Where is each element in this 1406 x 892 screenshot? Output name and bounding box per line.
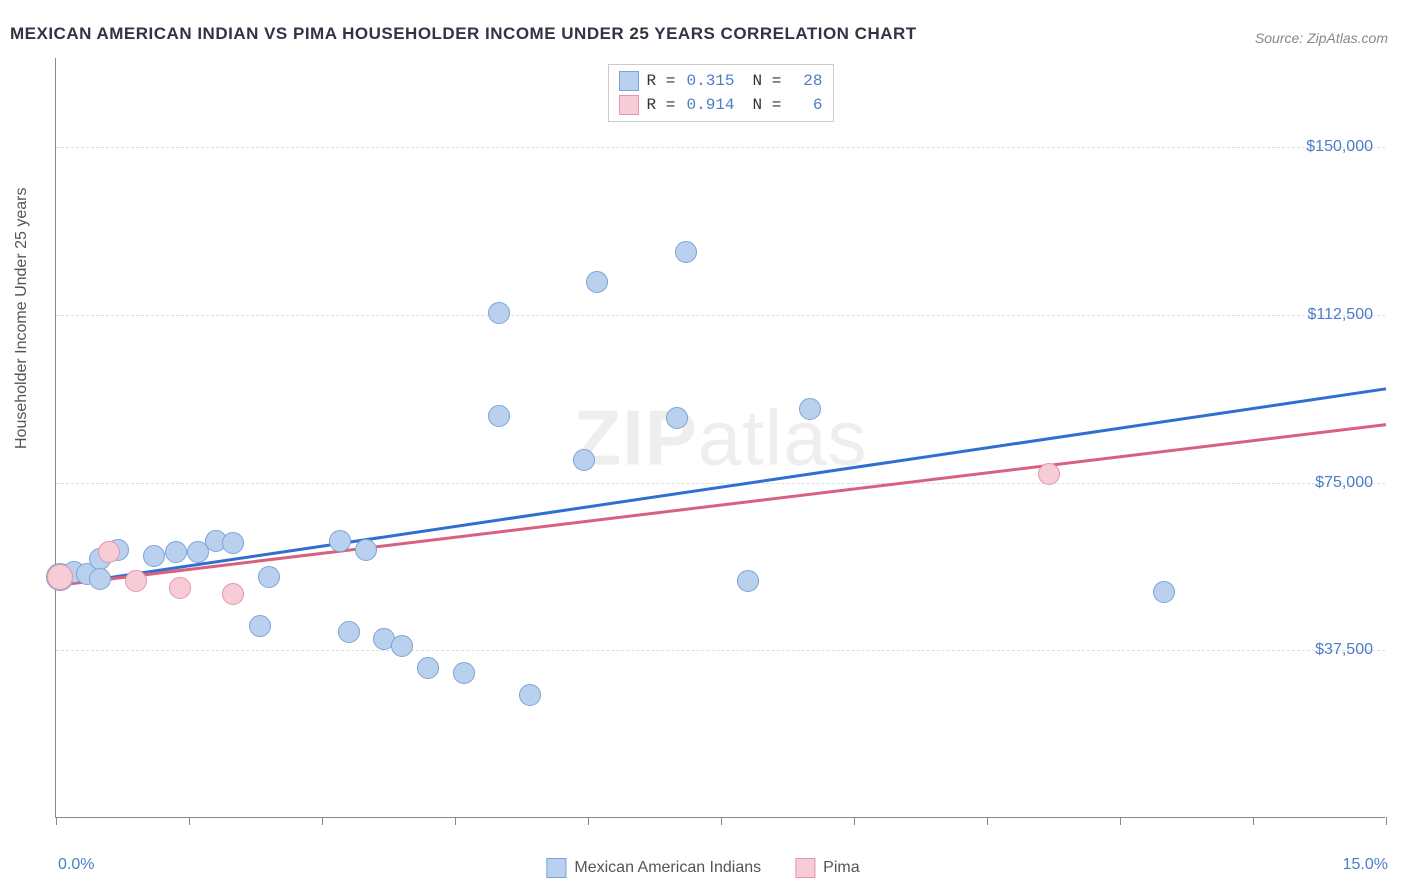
x-tick [56,817,57,825]
x-tick [189,817,190,825]
data-point [47,564,73,590]
data-point [573,449,595,471]
plot-area: ZIPatlas R = 0.315 N = 28 R = 0.914 N = … [55,58,1385,818]
data-point [222,583,244,605]
data-point [222,532,244,554]
x-tick [854,817,855,825]
x-axis-max-label: 15.0% [1343,856,1388,874]
data-point [1038,463,1060,485]
x-tick [1253,817,1254,825]
data-point [355,539,377,561]
data-point [98,541,120,563]
trend-line [56,425,1386,586]
data-point [249,615,271,637]
y-axis-label: Householder Income Under 25 years [13,188,31,449]
x-tick [721,817,722,825]
data-point [586,271,608,293]
data-point [675,241,697,263]
data-point [125,570,147,592]
data-point [338,621,360,643]
data-point [143,545,165,567]
data-point [391,635,413,657]
legend-label-0: Mexican American Indians [574,859,761,877]
data-point [488,302,510,324]
data-point [519,684,541,706]
data-point [258,566,280,588]
data-point [417,657,439,679]
data-point [1153,581,1175,603]
chart-container: MEXICAN AMERICAN INDIAN VS PIMA HOUSEHOL… [0,0,1406,892]
data-point [89,568,111,590]
x-tick [1120,817,1121,825]
data-point [165,541,187,563]
chart-source: Source: ZipAtlas.com [1255,30,1388,46]
legend-label-1: Pima [823,859,859,877]
data-point [488,405,510,427]
trend-line [56,389,1386,586]
data-point [169,577,191,599]
legend-swatch-1 [795,858,815,878]
x-tick [322,817,323,825]
x-tick [455,817,456,825]
x-tick [987,817,988,825]
data-point [453,662,475,684]
x-tick [588,817,589,825]
legend-item-1: Pima [795,858,859,878]
data-point [799,398,821,420]
legend-series: Mexican American Indians Pima [546,858,859,878]
legend-swatch-0 [546,858,566,878]
chart-title: MEXICAN AMERICAN INDIAN VS PIMA HOUSEHOL… [10,24,917,44]
data-point [737,570,759,592]
data-point [666,407,688,429]
legend-item-0: Mexican American Indians [546,858,761,878]
x-tick [1386,817,1387,825]
data-point [329,530,351,552]
x-axis-min-label: 0.0% [58,856,94,874]
trend-lines-svg [56,58,1386,818]
